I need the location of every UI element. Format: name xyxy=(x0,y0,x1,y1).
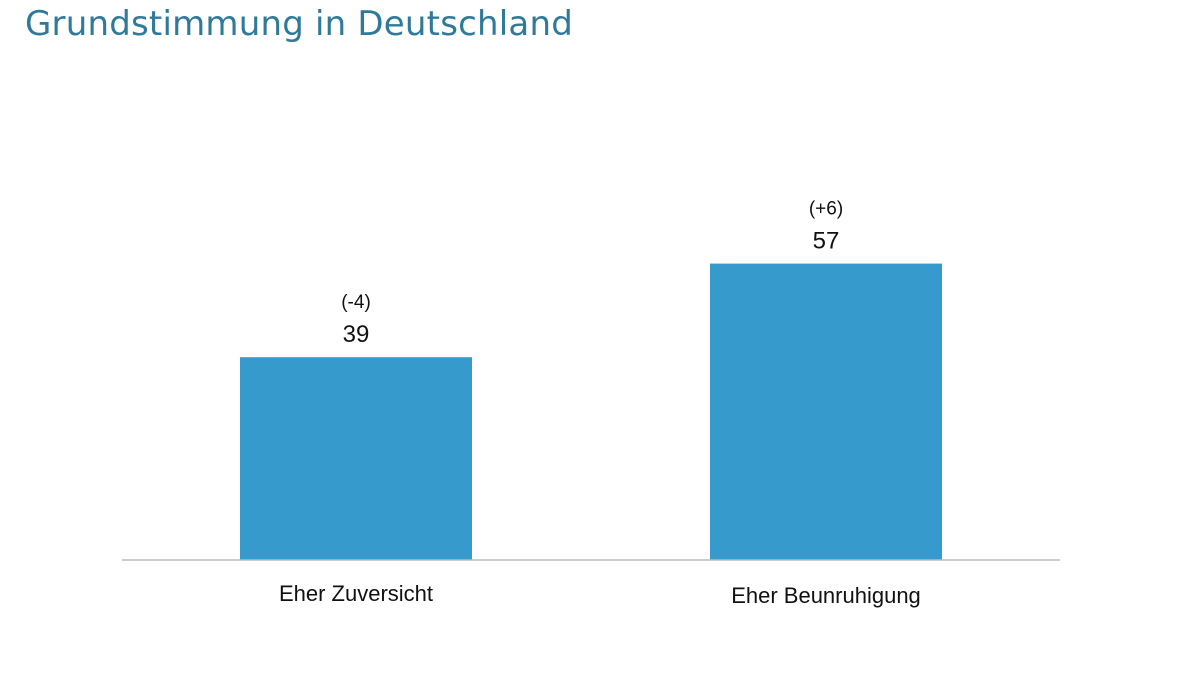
bars-layer xyxy=(240,263,942,560)
bar-change-label-1: (-4) xyxy=(341,292,371,313)
category-label-1: Eher Zuversicht xyxy=(279,581,433,606)
bar-1 xyxy=(240,357,472,560)
bar-value-label-1: 39 xyxy=(343,321,370,348)
category-label-2: Eher Beunruhigung xyxy=(731,583,921,608)
bar-change-label-2: (+6) xyxy=(809,199,843,220)
bar-2 xyxy=(710,263,942,560)
chart-title: Grundstimmung in Deutschland xyxy=(25,4,573,44)
bar-value-label-2: 57 xyxy=(813,228,840,255)
labels-layer: 39 (-4) Eher Zuversicht 57 (+6) Eher Beunruhi… xyxy=(279,199,921,608)
